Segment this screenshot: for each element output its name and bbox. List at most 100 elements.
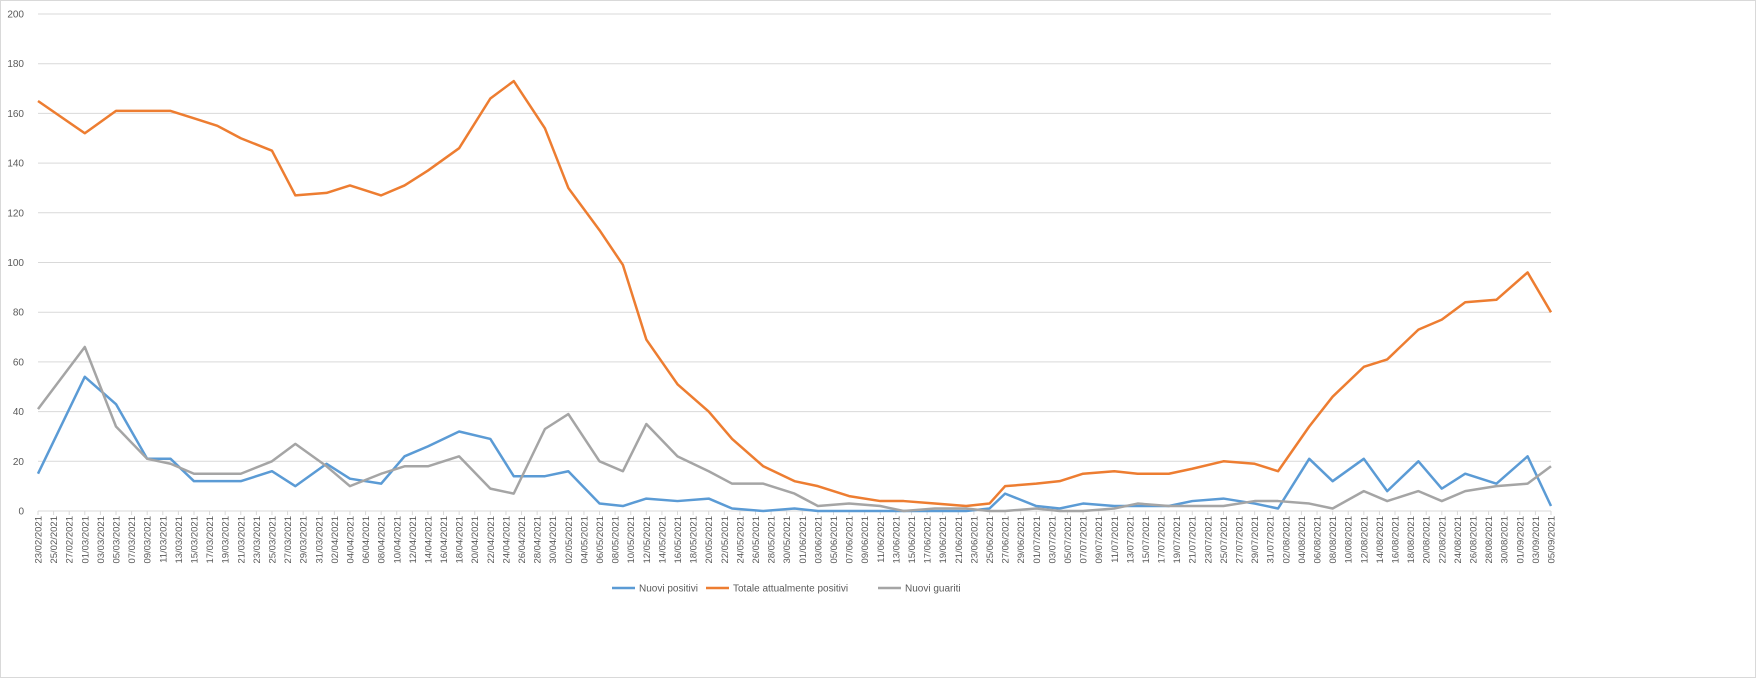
x-tick-label: 04/08/2021 [1297, 516, 1308, 564]
x-tick-label: 25/06/2021 [985, 516, 996, 564]
x-tick-label: 01/07/2021 [1032, 516, 1043, 564]
x-tick-label: 07/06/2021 [845, 516, 856, 564]
x-tick-label: 22/05/2021 [720, 516, 731, 564]
x-tick-label: 03/06/2021 [813, 516, 824, 564]
x-tick-label: 06/05/2021 [595, 516, 606, 564]
x-tick-label: 23/02/2021 [34, 516, 45, 564]
x-tick-label: 04/04/2021 [345, 516, 356, 564]
x-tick-label: 17/03/2021 [205, 516, 216, 564]
x-tick-label: 25/02/2021 [49, 516, 60, 564]
x-tick-label: 31/07/2021 [1266, 516, 1277, 564]
x-tick-label: 01/03/2021 [80, 516, 91, 564]
x-tick-label: 08/05/2021 [611, 516, 622, 564]
x-tick-label: 17/07/2021 [1157, 516, 1168, 564]
x-tick-label: 15/03/2021 [189, 516, 200, 564]
y-tick-label: 200 [7, 10, 24, 21]
x-tick-label: 05/09/2021 [1547, 516, 1558, 564]
y-tick-label: 0 [18, 507, 24, 518]
x-tick-label: 12/04/2021 [408, 516, 419, 564]
x-tick-label: 25/03/2021 [267, 516, 278, 564]
x-tick-label: 31/03/2021 [314, 516, 325, 564]
y-tick-label: 160 [7, 109, 24, 120]
x-tick-label: 29/03/2021 [299, 516, 310, 564]
x-tick-label: 23/06/2021 [969, 516, 980, 564]
series-line [37, 79, 1553, 508]
x-tick-label: 29/07/2021 [1250, 516, 1261, 564]
x-tick-label: 12/08/2021 [1359, 516, 1370, 564]
x-tick-label: 09/07/2021 [1094, 516, 1105, 564]
x-tick-label: 05/03/2021 [111, 516, 122, 564]
x-tick-label: 27/02/2021 [65, 516, 76, 564]
x-tick-label: 24/04/2021 [501, 516, 512, 564]
x-tick-label: 24/05/2021 [735, 516, 746, 564]
series-line [37, 345, 1552, 513]
x-tick-label: 19/07/2021 [1172, 516, 1183, 564]
x-tick-label: 20/08/2021 [1422, 516, 1433, 564]
x-tick-label: 06/04/2021 [361, 516, 372, 564]
x-tick-label: 28/08/2021 [1484, 516, 1495, 564]
x-tick-label: 13/06/2021 [891, 516, 902, 564]
x-tick-label: 11/07/2021 [1110, 516, 1121, 563]
x-tick-label: 11/03/2021 [158, 516, 169, 563]
x-tick-label: 20/04/2021 [470, 516, 481, 564]
y-tick-label: 60 [13, 357, 25, 368]
x-tick-label: 27/07/2021 [1235, 516, 1246, 564]
x-tick-label: 12/05/2021 [642, 516, 653, 564]
x-tick-label: 22/08/2021 [1437, 516, 1448, 564]
x-tick-label: 14/05/2021 [657, 516, 668, 564]
x-tick-label: 21/03/2021 [236, 516, 247, 564]
x-tick-label: 13/03/2021 [174, 516, 185, 564]
x-tick-label: 01/09/2021 [1515, 516, 1526, 564]
x-tick-label: 22/04/2021 [486, 516, 497, 564]
x-tick-label: 16/08/2021 [1391, 516, 1402, 564]
y-tick-label: 80 [13, 308, 25, 319]
x-tick-label: 14/04/2021 [423, 516, 434, 564]
x-tick-label: 09/06/2021 [860, 516, 871, 564]
x-tick-label: 23/03/2021 [252, 516, 263, 564]
x-tick-label: 06/08/2021 [1313, 516, 1324, 564]
series-line [36, 375, 1553, 513]
x-tick-label: 28/05/2021 [767, 516, 778, 564]
x-tick-label: 07/07/2021 [1079, 516, 1090, 564]
x-tick-label: 10/08/2021 [1344, 516, 1355, 564]
x-tick-label: 30/04/2021 [548, 516, 559, 564]
x-tick-label: 16/05/2021 [673, 516, 684, 564]
x-tick-label: 08/08/2021 [1328, 516, 1339, 564]
x-tick-label: 30/05/2021 [782, 516, 793, 564]
x-tick-label: 30/08/2021 [1500, 516, 1511, 564]
x-tick-label: 26/05/2021 [751, 516, 762, 564]
x-tick-label: 21/07/2021 [1188, 516, 1199, 564]
x-tick-label: 19/03/2021 [221, 516, 232, 564]
legend-label: Nuovi positivi [639, 584, 698, 595]
x-tick-label: 05/06/2021 [829, 516, 840, 564]
x-tick-label: 02/05/2021 [564, 516, 575, 564]
x-tick-label: 02/04/2021 [330, 516, 341, 564]
x-tick-label: 23/07/2021 [1203, 516, 1214, 564]
y-tick-label: 180 [7, 59, 24, 70]
x-tick-label: 08/04/2021 [377, 516, 388, 564]
x-tick-label: 16/04/2021 [439, 516, 450, 564]
x-tick-label: 10/04/2021 [392, 516, 403, 564]
x-tick-label: 27/06/2021 [1001, 516, 1012, 564]
x-tick-label: 07/03/2021 [127, 516, 138, 564]
y-tick-label: 40 [13, 407, 25, 418]
x-tick-label: 02/08/2021 [1281, 516, 1292, 564]
x-tick-label: 18/05/2021 [689, 516, 700, 564]
x-tick-label: 15/07/2021 [1141, 516, 1152, 564]
x-tick-label: 15/06/2021 [907, 516, 918, 564]
x-tick-label: 18/04/2021 [455, 516, 466, 564]
legend-label: Totale attualmente positivi [733, 584, 848, 595]
x-tick-label: 03/09/2021 [1531, 516, 1542, 564]
x-tick-label: 05/07/2021 [1063, 516, 1074, 564]
x-tick-label: 19/06/2021 [938, 516, 949, 564]
x-tick-label: 03/03/2021 [96, 516, 107, 564]
x-tick-label: 25/07/2021 [1219, 516, 1230, 564]
x-tick-label: 10/05/2021 [626, 516, 637, 564]
x-tick-label: 26/04/2021 [517, 516, 528, 564]
x-tick-label: 29/06/2021 [1016, 516, 1027, 564]
x-tick-label: 13/07/2021 [1125, 516, 1136, 564]
x-tick-label: 17/06/2021 [923, 516, 934, 564]
